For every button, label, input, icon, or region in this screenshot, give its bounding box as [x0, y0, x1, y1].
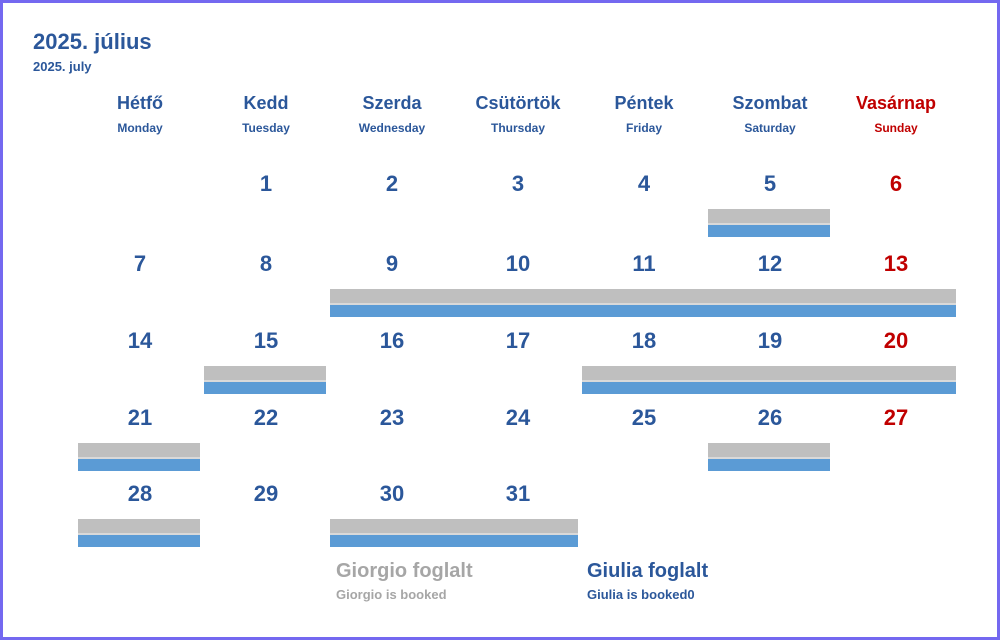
calendar-subtitle: 2025. july — [33, 59, 92, 74]
giorgio-booked-bar — [78, 519, 200, 535]
giulia-booked-bar — [204, 382, 326, 394]
date-cell-29: 29 — [253, 481, 279, 506]
legend-giorgio-label-hu: Giorgio foglalt — [336, 560, 473, 582]
date-cell-18: 18 — [631, 328, 657, 353]
booking-bar — [78, 519, 200, 547]
day-header-hu: Szombat — [732, 93, 808, 113]
date-cell-20: 20 — [883, 328, 909, 353]
date-cell-1: 1 — [259, 171, 273, 196]
date-cell-31: 31 — [505, 481, 531, 506]
date-cell-6: 6 — [889, 171, 903, 196]
giulia-booked-bar — [330, 535, 578, 547]
date-cell-17: 17 — [505, 328, 531, 353]
giulia-booked-bar — [78, 535, 200, 547]
legend-giulia-label-en: Giulia is booked0 — [587, 587, 695, 602]
giorgio-booked-bar — [330, 289, 956, 305]
booking-bar — [582, 366, 956, 394]
date-cell-24: 24 — [505, 405, 531, 430]
day-header-monday: Hétfő Monday — [77, 93, 203, 135]
date-cell-13: 13 — [883, 251, 909, 276]
giorgio-booked-bar — [204, 366, 326, 382]
giorgio-booked-bar — [78, 443, 200, 459]
day-header-wednesday: Szerda Wednesday — [329, 93, 455, 135]
day-header-hu: Péntek — [614, 93, 674, 113]
booking-bar — [78, 443, 200, 471]
giorgio-booked-bar — [330, 519, 578, 535]
giorgio-booked-bar — [708, 443, 830, 459]
date-cell-30: 30 — [379, 481, 405, 506]
day-header-saturday: Szombat Saturday — [707, 93, 833, 135]
giulia-booked-bar — [582, 382, 956, 394]
day-header-hu: Hétfő — [117, 93, 163, 113]
date-cell-9: 9 — [385, 251, 399, 276]
date-cell-4: 4 — [637, 171, 651, 196]
date-cell-21: 21 — [127, 405, 153, 430]
day-header-en: Friday — [625, 120, 662, 135]
date-cell-23: 23 — [379, 405, 405, 430]
legend-giulia-label-hu: Giulia foglalt — [587, 560, 709, 582]
giulia-booked-bar — [330, 305, 956, 317]
day-header-en: Saturday — [744, 120, 796, 135]
date-cell-22: 22 — [253, 405, 279, 430]
date-cell-12: 12 — [757, 251, 783, 276]
legend-giorgio-label-en: Giorgio is booked — [336, 587, 447, 602]
date-cell-28: 28 — [127, 481, 153, 506]
giulia-booked-bar — [78, 459, 200, 471]
date-cell-5: 5 — [763, 171, 777, 196]
giulia-booked-bar — [708, 225, 830, 237]
date-cell-14: 14 — [127, 328, 153, 353]
booking-bar — [330, 289, 956, 317]
date-cell-7: 7 — [133, 251, 147, 276]
date-cell-3: 3 — [511, 171, 525, 196]
giorgio-booked-bar — [582, 366, 956, 382]
day-header-en: Tuesday — [242, 120, 290, 135]
date-cell-11: 11 — [632, 251, 656, 276]
day-header-hu: Szerda — [362, 93, 422, 113]
day-header-friday: Péntek Friday — [581, 93, 707, 135]
day-header-hu: Csütörtök — [475, 93, 561, 113]
date-cell-16: 16 — [379, 328, 405, 353]
booking-bar — [708, 443, 830, 471]
booking-bar — [330, 519, 578, 547]
day-header-thursday: Csütörtök Thursday — [455, 93, 581, 135]
date-cell-2: 2 — [385, 171, 399, 196]
date-cell-27: 27 — [883, 405, 909, 430]
giulia-booked-bar — [708, 459, 830, 471]
booking-bar — [708, 209, 830, 237]
date-cell-15: 15 — [253, 328, 279, 353]
day-header-sunday: Vasárnap Sunday — [833, 93, 959, 135]
day-header-tuesday: Kedd Tuesday — [203, 93, 329, 135]
day-header-hu: Kedd — [243, 93, 289, 113]
day-header-en: Monday — [117, 120, 163, 135]
date-cell-8: 8 — [259, 251, 273, 276]
giorgio-booked-bar — [708, 209, 830, 225]
date-cell-26: 26 — [757, 405, 783, 430]
day-header-hu: Vasárnap — [855, 93, 937, 113]
booking-bar — [204, 366, 326, 394]
day-header-en: Sunday — [874, 120, 918, 135]
day-header-en: Wednesday — [358, 120, 426, 135]
date-cell-19: 19 — [757, 328, 783, 353]
day-header-en: Thursday — [490, 120, 545, 135]
date-cell-25: 25 — [631, 405, 657, 430]
calendar-title: 2025. július — [33, 29, 152, 54]
date-cell-10: 10 — [505, 251, 531, 276]
